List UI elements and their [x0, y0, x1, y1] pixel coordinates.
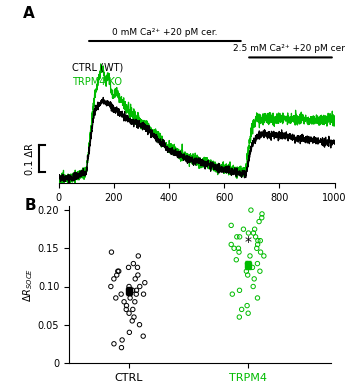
Point: [248, 207, 254, 213]
Point: [134, 287, 139, 293]
Point: [115, 268, 120, 274]
Point: [255, 241, 260, 248]
Point: [135, 272, 141, 278]
Point: [114, 272, 119, 278]
Text: B: B: [24, 198, 36, 214]
Point: [132, 276, 138, 282]
Point: [124, 303, 129, 309]
Point: [256, 219, 262, 225]
Point: [121, 299, 127, 305]
Text: *: *: [244, 235, 251, 249]
Point: [119, 345, 124, 351]
Point: [261, 253, 267, 259]
Point: [245, 261, 250, 267]
Point: [255, 261, 260, 267]
Point: [130, 306, 136, 312]
Point: [252, 276, 257, 282]
Point: [250, 283, 256, 290]
Point: [126, 264, 131, 270]
Point: [251, 230, 256, 236]
Point: [252, 226, 257, 232]
Point: [129, 318, 135, 324]
Text: 0.1 ΔR: 0.1 ΔR: [25, 143, 35, 175]
Point: [118, 291, 124, 297]
Point: [127, 295, 133, 301]
Point: [250, 264, 255, 270]
Point: [131, 261, 136, 267]
Point: [131, 314, 137, 320]
X-axis label: Time (s): Time (s): [174, 209, 219, 219]
Point: [245, 272, 250, 278]
Point: [257, 238, 263, 244]
Point: [259, 215, 265, 221]
Point: [254, 245, 259, 251]
Point: [132, 299, 138, 305]
Point: [237, 287, 242, 293]
Point: [228, 241, 234, 248]
Point: [253, 234, 258, 240]
Point: [135, 264, 140, 270]
Text: 0 mM Ca²⁺ +20 pM cer.: 0 mM Ca²⁺ +20 pM cer.: [112, 28, 218, 37]
Point: [141, 291, 146, 297]
Point: [119, 337, 125, 343]
Point: [113, 295, 119, 301]
Point: [126, 310, 132, 316]
Point: [134, 291, 139, 297]
Text: A: A: [23, 6, 34, 21]
Point: [137, 322, 142, 328]
Text: 2.5 mM Ca²⁺ +20 pM cer.: 2.5 mM Ca²⁺ +20 pM cer.: [234, 44, 345, 53]
Point: [237, 314, 242, 320]
Point: [111, 341, 117, 347]
Point: [245, 310, 251, 316]
Point: [236, 249, 242, 255]
Point: [111, 276, 117, 282]
Point: [239, 306, 244, 312]
Point: [246, 230, 251, 236]
Point: [126, 283, 132, 290]
Point: [234, 257, 239, 263]
Point: [259, 211, 265, 217]
Y-axis label: $\Delta R_{SOCE}$: $\Delta R_{SOCE}$: [21, 267, 35, 302]
Point: [241, 226, 246, 232]
Text: TRPM4 KO: TRPM4 KO: [72, 76, 122, 87]
Point: [237, 234, 243, 240]
Point: [234, 234, 239, 240]
Text: CTRL (WT): CTRL (WT): [72, 63, 124, 73]
Point: [257, 268, 263, 274]
Point: [116, 268, 121, 274]
Point: [244, 268, 249, 274]
Point: [229, 291, 235, 297]
Point: [127, 329, 132, 335]
Point: [258, 249, 263, 255]
Point: [247, 253, 253, 259]
Point: [255, 238, 261, 244]
Point: [231, 245, 237, 251]
Point: [124, 306, 129, 312]
Point: [142, 280, 148, 286]
Point: [244, 303, 250, 309]
Point: [140, 333, 146, 339]
Point: [255, 295, 260, 301]
Point: [108, 283, 114, 290]
Point: [130, 287, 135, 293]
Point: [228, 222, 234, 228]
Point: [109, 249, 114, 255]
Point: [236, 245, 241, 251]
Point: [137, 283, 142, 290]
Point: [136, 253, 141, 259]
